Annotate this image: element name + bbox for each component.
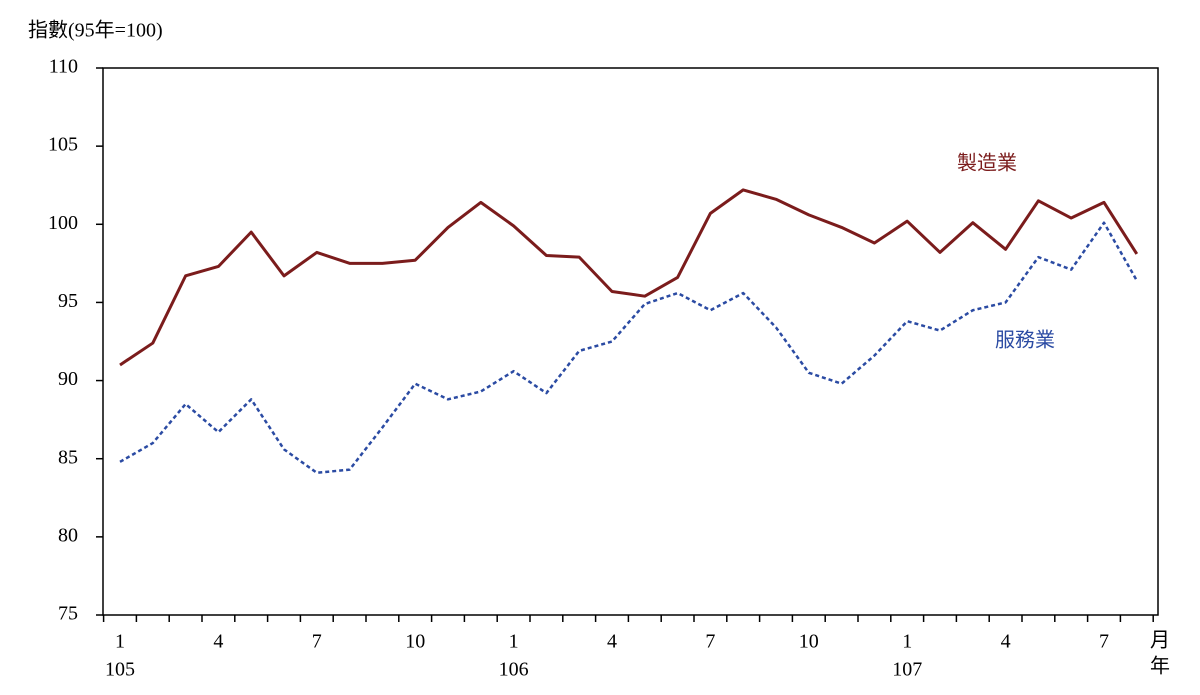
y-tick-label: 90 [58, 368, 78, 390]
series-label: 製造業 [957, 152, 1017, 175]
group-axis-label: 年 [1150, 655, 1170, 678]
y-tick-label: 95 [58, 290, 78, 312]
x-tick-label: 7 [312, 631, 322, 653]
group-label: 107 [892, 659, 922, 681]
x-tick-label: 7 [705, 631, 715, 653]
group-label: 105 [105, 659, 135, 681]
y-tick-label: 100 [48, 212, 78, 234]
y-tick-label: 105 [48, 134, 78, 156]
y-tick-label: 80 [58, 524, 78, 546]
series-line [119, 188, 1139, 367]
y-axis-label: 指數(95年=100) [28, 19, 163, 42]
x-tick-label: 10 [405, 631, 425, 653]
x-tick-label: 1 [115, 631, 125, 653]
series-line [119, 221, 1138, 475]
y-tick-label: 110 [49, 56, 78, 78]
x-tick-label: 7 [1099, 631, 1109, 653]
group-label: 106 [499, 659, 529, 681]
x-tick-label: 4 [1001, 631, 1011, 653]
x-tick-label: 4 [607, 631, 617, 653]
x-tick-label: 1 [509, 631, 519, 653]
x-tick-label: 1 [902, 631, 912, 653]
plot-frame [102, 67, 1159, 616]
series-label: 服務業 [995, 329, 1055, 352]
x-tick-label: 10 [799, 631, 819, 653]
x-tick-label: 4 [213, 631, 223, 653]
y-tick-label: 85 [58, 446, 78, 468]
x-axis-label: 月 [1150, 630, 1170, 652]
y-tick-label: 75 [58, 603, 78, 625]
